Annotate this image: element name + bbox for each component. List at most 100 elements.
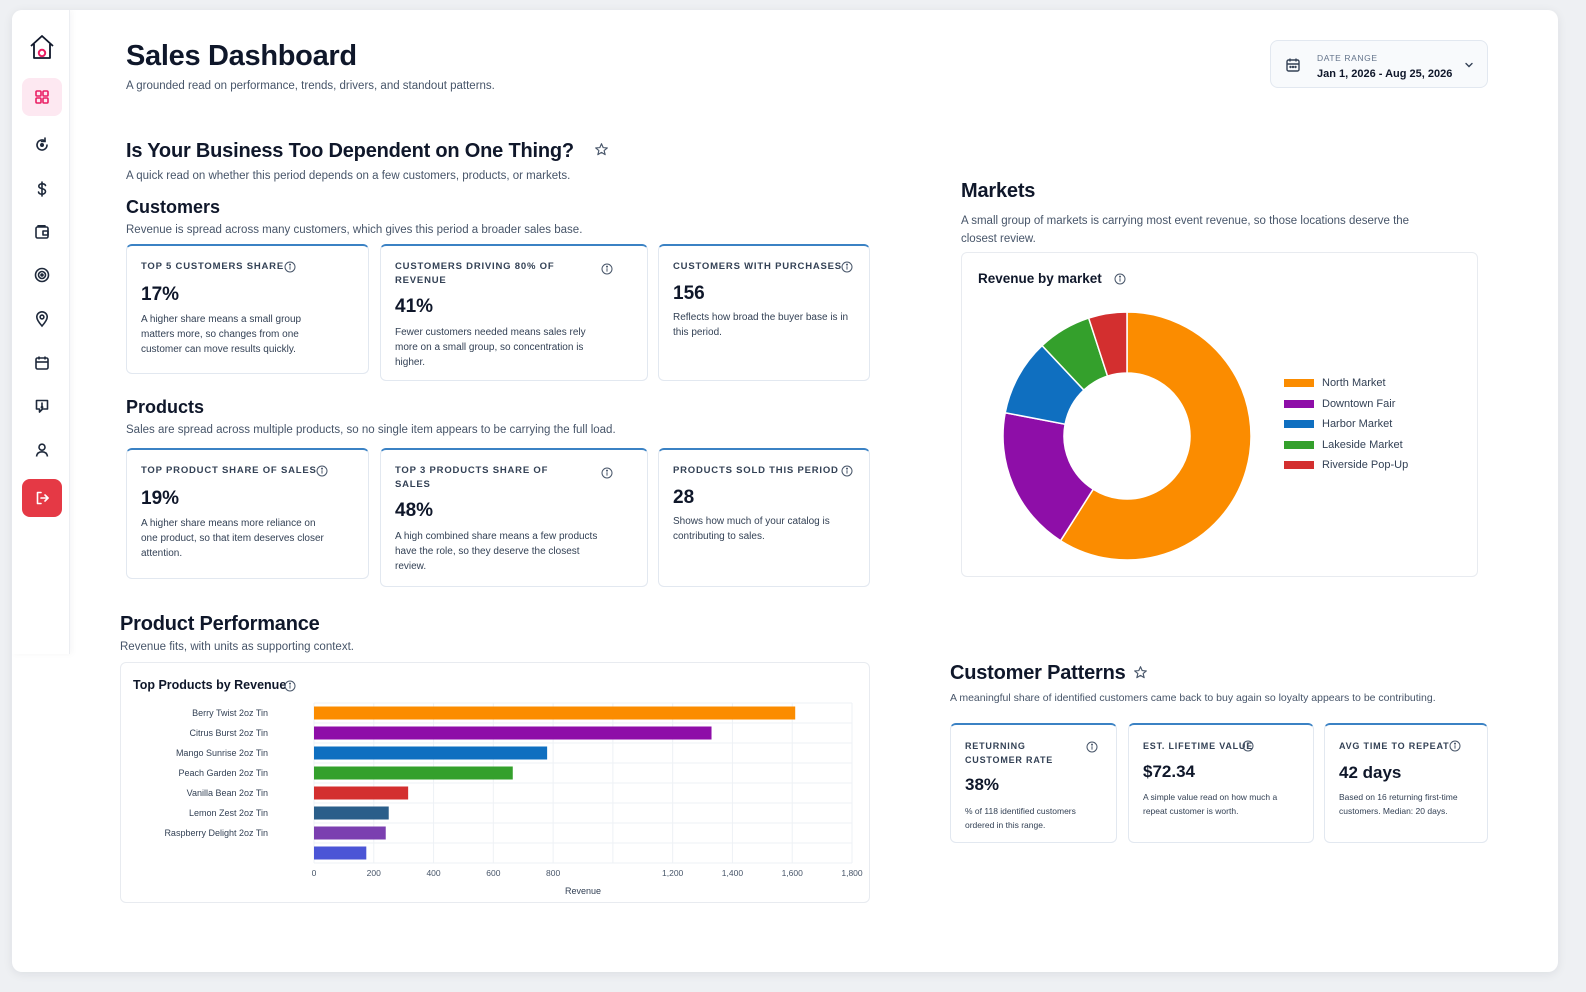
card-description: A higher share means more reliance on on… bbox=[141, 518, 324, 559]
bar-label: Lemon Zest 2oz Tin bbox=[189, 808, 268, 818]
card-description: Shows how much of your catalog is contri… bbox=[673, 516, 830, 542]
legend-item[interactable]: North Market bbox=[1284, 377, 1386, 389]
card-label: TOP 5 CUSTOMERS SHARE bbox=[141, 261, 284, 272]
sidebar-item-home[interactable] bbox=[22, 28, 62, 66]
bar[interactable] bbox=[314, 846, 367, 860]
sidebar-item-revenue[interactable] bbox=[22, 170, 62, 208]
calendar-icon bbox=[1286, 58, 1300, 72]
sidebar-item-alerts[interactable] bbox=[22, 387, 62, 425]
info-icon[interactable] bbox=[1449, 740, 1461, 752]
star-icon[interactable] bbox=[1133, 665, 1148, 680]
tick-label: 200 bbox=[367, 868, 381, 878]
card-value: 19% bbox=[141, 488, 180, 509]
card-value: 17% bbox=[141, 284, 180, 305]
bar-label: Vanilla Bean 2oz Tin bbox=[187, 788, 268, 798]
tick-label: 1,600 bbox=[782, 868, 804, 878]
card-label: EST. LIFETIME VALUE bbox=[1143, 741, 1254, 751]
legend-item[interactable]: Harbor Market bbox=[1284, 418, 1392, 430]
legend-label: Lakeside Market bbox=[1322, 438, 1403, 451]
metric-card-returning-rate: RETURNING CUSTOMER RATE 38% % of 118 ide… bbox=[950, 723, 1117, 843]
card-label: AVG TIME TO REPEAT bbox=[1339, 741, 1450, 751]
card-label: RETURNING CUSTOMER RATE bbox=[965, 741, 1054, 765]
tick-label: 0 bbox=[312, 868, 317, 878]
legend-swatch bbox=[1284, 461, 1314, 469]
bar[interactable] bbox=[314, 806, 389, 820]
card-value: 38% bbox=[965, 775, 1000, 794]
bar[interactable] bbox=[314, 706, 796, 720]
user-icon bbox=[35, 443, 49, 457]
dependency-title: Is Your Business Too Dependent on One Th… bbox=[126, 140, 574, 162]
bar-label: Raspberry Delight 2oz Tin bbox=[164, 828, 268, 838]
star-icon[interactable] bbox=[594, 142, 609, 157]
logout-icon bbox=[36, 491, 49, 505]
card-value: 48% bbox=[395, 500, 434, 521]
card-description: A higher share means a small group matte… bbox=[141, 314, 302, 355]
legend-swatch bbox=[1284, 379, 1314, 387]
info-icon[interactable] bbox=[601, 263, 613, 275]
sidebar-item-locations[interactable] bbox=[22, 300, 62, 338]
info-icon[interactable] bbox=[1114, 273, 1126, 285]
sidebar-item-calendar[interactable] bbox=[22, 344, 62, 382]
date-range-picker[interactable]: DATE RANGE Jan 1, 2026 - Aug 25, 2026 bbox=[1270, 40, 1488, 88]
products-title: Products bbox=[126, 397, 205, 417]
bar-label: Citrus Burst 2oz Tin bbox=[189, 728, 268, 738]
card-description: A simple value read on how much a repeat… bbox=[1143, 792, 1278, 816]
app-window: Sales Dashboard A grounded read on perfo… bbox=[12, 10, 1558, 972]
calendar-icon bbox=[35, 356, 49, 370]
card-value: $72.34 bbox=[1143, 762, 1195, 781]
info-icon[interactable] bbox=[284, 261, 296, 273]
legend-item[interactable]: Downtown Fair bbox=[1284, 398, 1395, 410]
donut-slice-riverside-pop-up[interactable] bbox=[1087, 311, 1128, 378]
product-performance-title: Product Performance bbox=[120, 613, 320, 635]
chart-legend: North Market Downtown Fair Harbor Market La… bbox=[1284, 377, 1464, 487]
card-label: PRODUCTS SOLD THIS PERIOD bbox=[673, 465, 839, 476]
date-range-label: DATE RANGE bbox=[1317, 53, 1378, 63]
info-icon[interactable] bbox=[1086, 741, 1098, 753]
card-value: 28 bbox=[673, 487, 695, 508]
info-icon[interactable] bbox=[1242, 740, 1254, 752]
donut-slice-north-market[interactable] bbox=[1059, 311, 1252, 561]
tick-label: 1,800 bbox=[841, 868, 863, 878]
grid-icon bbox=[35, 90, 49, 104]
chevron-down-icon bbox=[1465, 62, 1473, 68]
top-products-panel: Top Products by Revenue Berry Twist 2oz … bbox=[120, 662, 870, 903]
metric-card-top5-customers: TOP 5 CUSTOMERS SHARE 17% A higher share… bbox=[126, 244, 369, 374]
info-icon[interactable] bbox=[841, 261, 853, 273]
metric-card-top-product: TOP PRODUCT SHARE OF SALES 19% A higher … bbox=[126, 448, 369, 579]
sidebar-item-wallet[interactable] bbox=[22, 213, 62, 251]
bar-chart: Berry Twist 2oz Tin Citrus Burst 2oz Tin M… bbox=[164, 702, 863, 896]
sidebar-item-logout[interactable] bbox=[22, 479, 62, 517]
tick-label: 1,400 bbox=[722, 868, 744, 878]
bar[interactable] bbox=[314, 766, 513, 780]
page-title: Sales Dashboard bbox=[126, 40, 357, 72]
metric-card-lifetime-value: EST. LIFETIME VALUE $72.34 A simple valu… bbox=[1128, 723, 1314, 843]
customer-patterns-title: Customer Patterns bbox=[950, 662, 1126, 684]
bar[interactable] bbox=[314, 826, 386, 840]
info-icon[interactable] bbox=[601, 467, 613, 479]
product-performance-subtitle: Revenue fits, with units as supporting c… bbox=[120, 641, 354, 653]
info-icon[interactable] bbox=[841, 465, 853, 477]
card-description: Reflects how broad the buyer base is in … bbox=[673, 312, 849, 338]
tick-label: 600 bbox=[486, 868, 500, 878]
info-icon[interactable] bbox=[284, 680, 296, 692]
sidebar-item-dashboard[interactable] bbox=[22, 78, 62, 116]
bar[interactable] bbox=[314, 746, 548, 760]
card-value: 41% bbox=[395, 296, 434, 317]
legend-swatch bbox=[1284, 399, 1314, 408]
info-icon[interactable] bbox=[316, 465, 328, 477]
sidebar-item-refresh[interactable] bbox=[22, 126, 62, 164]
tick-label: 400 bbox=[426, 868, 440, 878]
legend-item[interactable]: Riverside Pop-Up bbox=[1284, 459, 1408, 471]
legend-label: North Market bbox=[1322, 377, 1386, 389]
legend-item[interactable]: Lakeside Market bbox=[1284, 439, 1403, 451]
sidebar-item-goals[interactable] bbox=[22, 256, 62, 294]
customers-title: Customers bbox=[126, 197, 221, 217]
metric-card-top3-products: TOP 3 PRODUCTS SHARE OF SALES 48% A high… bbox=[380, 448, 648, 587]
bar-label: Peach Garden 2oz Tin bbox=[178, 768, 268, 778]
dependency-subtitle: A quick read on whether this period depe… bbox=[126, 170, 571, 182]
bar[interactable] bbox=[314, 786, 409, 800]
legend-label: Downtown Fair bbox=[1322, 397, 1396, 410]
bar[interactable] bbox=[314, 726, 712, 740]
card-label: TOP 3 PRODUCTS SHARE OF SALES bbox=[395, 465, 549, 490]
sidebar-item-profile[interactable] bbox=[22, 431, 62, 469]
